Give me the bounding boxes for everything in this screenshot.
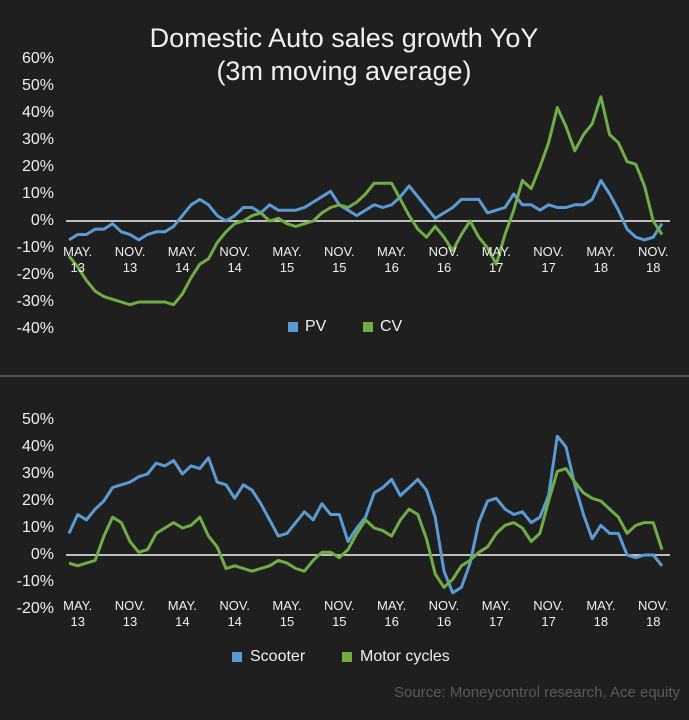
y-tick-label: 10% [22, 185, 54, 202]
x-tick-label: NOV. 18 [637, 244, 669, 275]
series-line [67, 95, 664, 307]
x-tick-label: NOV. 13 [114, 244, 146, 275]
y-tick-label: 40% [22, 104, 54, 121]
x-tick-label: MAY. 13 [63, 244, 93, 275]
source: Source: Moneycontrol research, Ace equit… [394, 684, 680, 701]
x-tick-label: MAY. 17 [481, 244, 511, 275]
y-tick-label: -20% [17, 266, 54, 283]
x-tick-label: NOV. 15 [324, 244, 355, 275]
x-tick-label: MAY. 15 [272, 598, 302, 629]
y-tick-label: 10% [22, 519, 54, 536]
legend-label: PV [305, 318, 327, 335]
y-tick-label: -10% [17, 573, 54, 590]
x-tick-label: NOV. 17 [533, 598, 564, 629]
legend-swatch [342, 652, 352, 662]
y-tick-label: 20% [22, 158, 54, 175]
x-tick-label: MAY. 17 [481, 598, 511, 629]
x-tick-label: MAY. 16 [377, 244, 407, 275]
series-line [68, 467, 664, 589]
y-tick-label: 60% [22, 50, 54, 67]
x-tick-label: NOV. 16 [428, 244, 460, 275]
x-tick-label: MAY. 14 [167, 244, 197, 275]
y-tick-label: -20% [17, 600, 54, 617]
legend-label: CV [380, 318, 403, 335]
x-tick-label: NOV. 16 [428, 598, 460, 629]
x-tick-label: NOV. 14 [219, 244, 250, 275]
legend-swatch [363, 322, 373, 332]
y-tick-label: -30% [17, 293, 54, 310]
x-tick-label: MAY. 18 [586, 244, 616, 275]
legend-swatch [288, 322, 298, 332]
x-tick-label: NOV. 13 [114, 598, 146, 629]
y-tick-label: 50% [22, 411, 54, 428]
y-tick-label: 50% [22, 77, 54, 94]
series-line [68, 179, 664, 242]
x-tick-label: NOV. 14 [219, 598, 250, 629]
x-tick-label: MAY. 13 [63, 598, 93, 629]
x-tick-label: MAY. 14 [167, 598, 197, 629]
legend-label: Scooter [250, 648, 306, 665]
x-tick-label: MAY. 15 [272, 244, 302, 275]
x-tick-label: NOV. 18 [637, 598, 669, 629]
y-tick-label: -10% [17, 239, 54, 256]
y-tick-label: 0% [31, 212, 54, 229]
legend-swatch [232, 652, 242, 662]
y-tick-label: 0% [31, 546, 54, 563]
y-tick-label: 30% [22, 131, 54, 148]
chart-title: Domestic Auto sales growth YoY [150, 23, 539, 53]
y-tick-label: -40% [17, 320, 54, 337]
x-tick-label: MAY. 16 [377, 598, 407, 629]
y-tick-label: 20% [22, 492, 54, 509]
x-tick-label: NOV. 17 [533, 244, 564, 275]
legend-label: Motor cycles [360, 648, 450, 665]
x-tick-label: NOV. 15 [324, 598, 355, 629]
y-tick-label: 40% [22, 438, 54, 455]
chart-subtitle: (3m moving average) [216, 56, 471, 86]
series-line [67, 434, 664, 595]
x-tick-label: MAY. 18 [586, 598, 616, 629]
y-tick-label: 30% [22, 465, 54, 482]
